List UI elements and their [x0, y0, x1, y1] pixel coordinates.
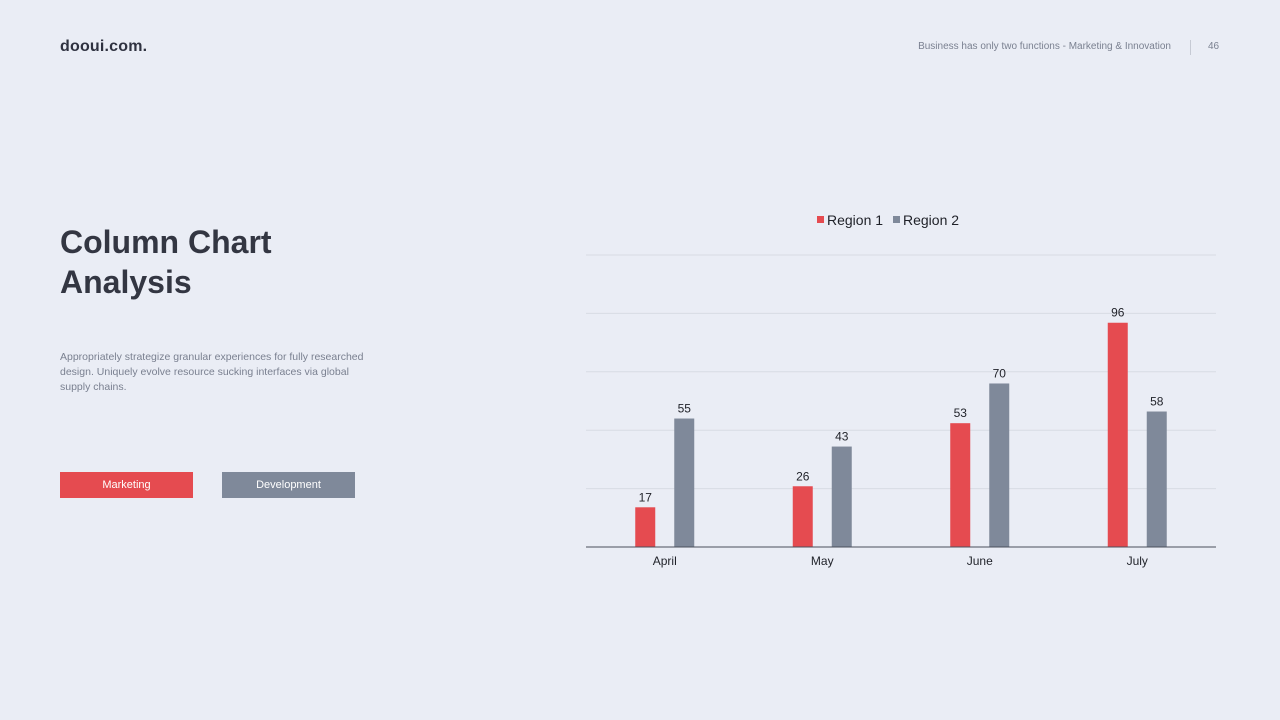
bar: [635, 507, 656, 547]
legend-swatch: [817, 216, 824, 223]
marketing-button[interactable]: Marketing: [60, 472, 193, 498]
x-tick-label: May: [811, 554, 834, 568]
page-title: Column Chart Analysis: [60, 222, 380, 302]
bar: [831, 446, 852, 547]
legend-swatch: [893, 216, 900, 223]
development-button[interactable]: Development: [222, 472, 355, 498]
bar: [989, 383, 1010, 547]
bar: [950, 423, 971, 547]
logo: dooui.com.: [60, 38, 148, 55]
data-label: 58: [1150, 395, 1164, 409]
x-tick-label: June: [967, 554, 993, 568]
x-tick-label: July: [1127, 554, 1148, 568]
legend-label: Region 1: [827, 212, 883, 228]
x-tick-label: April: [653, 554, 677, 568]
bar: [792, 486, 813, 547]
data-label: 53: [954, 406, 968, 420]
description: Appropriately strategize granular experi…: [60, 350, 380, 395]
legend-label: Region 2: [903, 212, 959, 228]
bar: [674, 418, 695, 547]
header-divider: [1190, 40, 1191, 55]
data-label: 96: [1111, 306, 1125, 320]
title-line: Column Chart: [60, 224, 272, 260]
bar: [1146, 411, 1167, 547]
page-number: 46: [1208, 41, 1220, 52]
data-label: 17: [639, 490, 653, 504]
description-line: supply chains.: [60, 381, 127, 393]
description-line: design. Uniquely evolve resource sucking…: [60, 366, 349, 378]
description-line: Appropriately strategize granular experi…: [60, 351, 364, 363]
data-label: 55: [678, 402, 692, 416]
data-label: 43: [835, 430, 849, 444]
header-tagline: Business has only two functions - Market…: [918, 41, 1171, 52]
data-label: 26: [796, 469, 810, 483]
bar: [1107, 322, 1128, 547]
data-label: 70: [993, 366, 1007, 380]
title-line: Analysis: [60, 264, 192, 300]
